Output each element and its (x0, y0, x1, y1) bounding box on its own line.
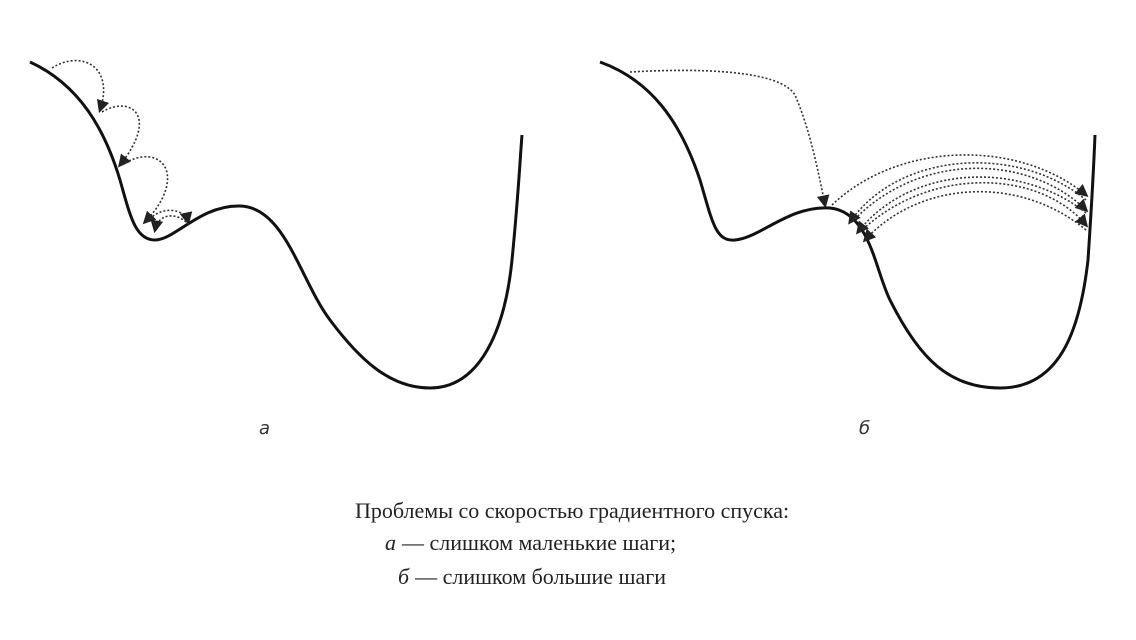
caption-title: Проблемы со скоростью градиентного спуск… (355, 498, 790, 523)
caption-text: — слишком маленькие шаги; (402, 530, 677, 555)
caption-line: б — слишком большие шаги (398, 564, 666, 590)
loss-curve-a (29, 60, 524, 390)
large-steps (629, 69, 1089, 243)
caption-text: — слишком большие шаги (415, 564, 667, 589)
small-steps (51, 59, 193, 234)
caption-line: а — слишком маленькие шаги; (385, 530, 676, 556)
caption-marker: а (385, 530, 396, 555)
caption-marker: б (398, 564, 410, 589)
panel-label: б (859, 418, 871, 439)
loss-curve-b (599, 60, 1097, 390)
panel-label: а (259, 418, 271, 439)
